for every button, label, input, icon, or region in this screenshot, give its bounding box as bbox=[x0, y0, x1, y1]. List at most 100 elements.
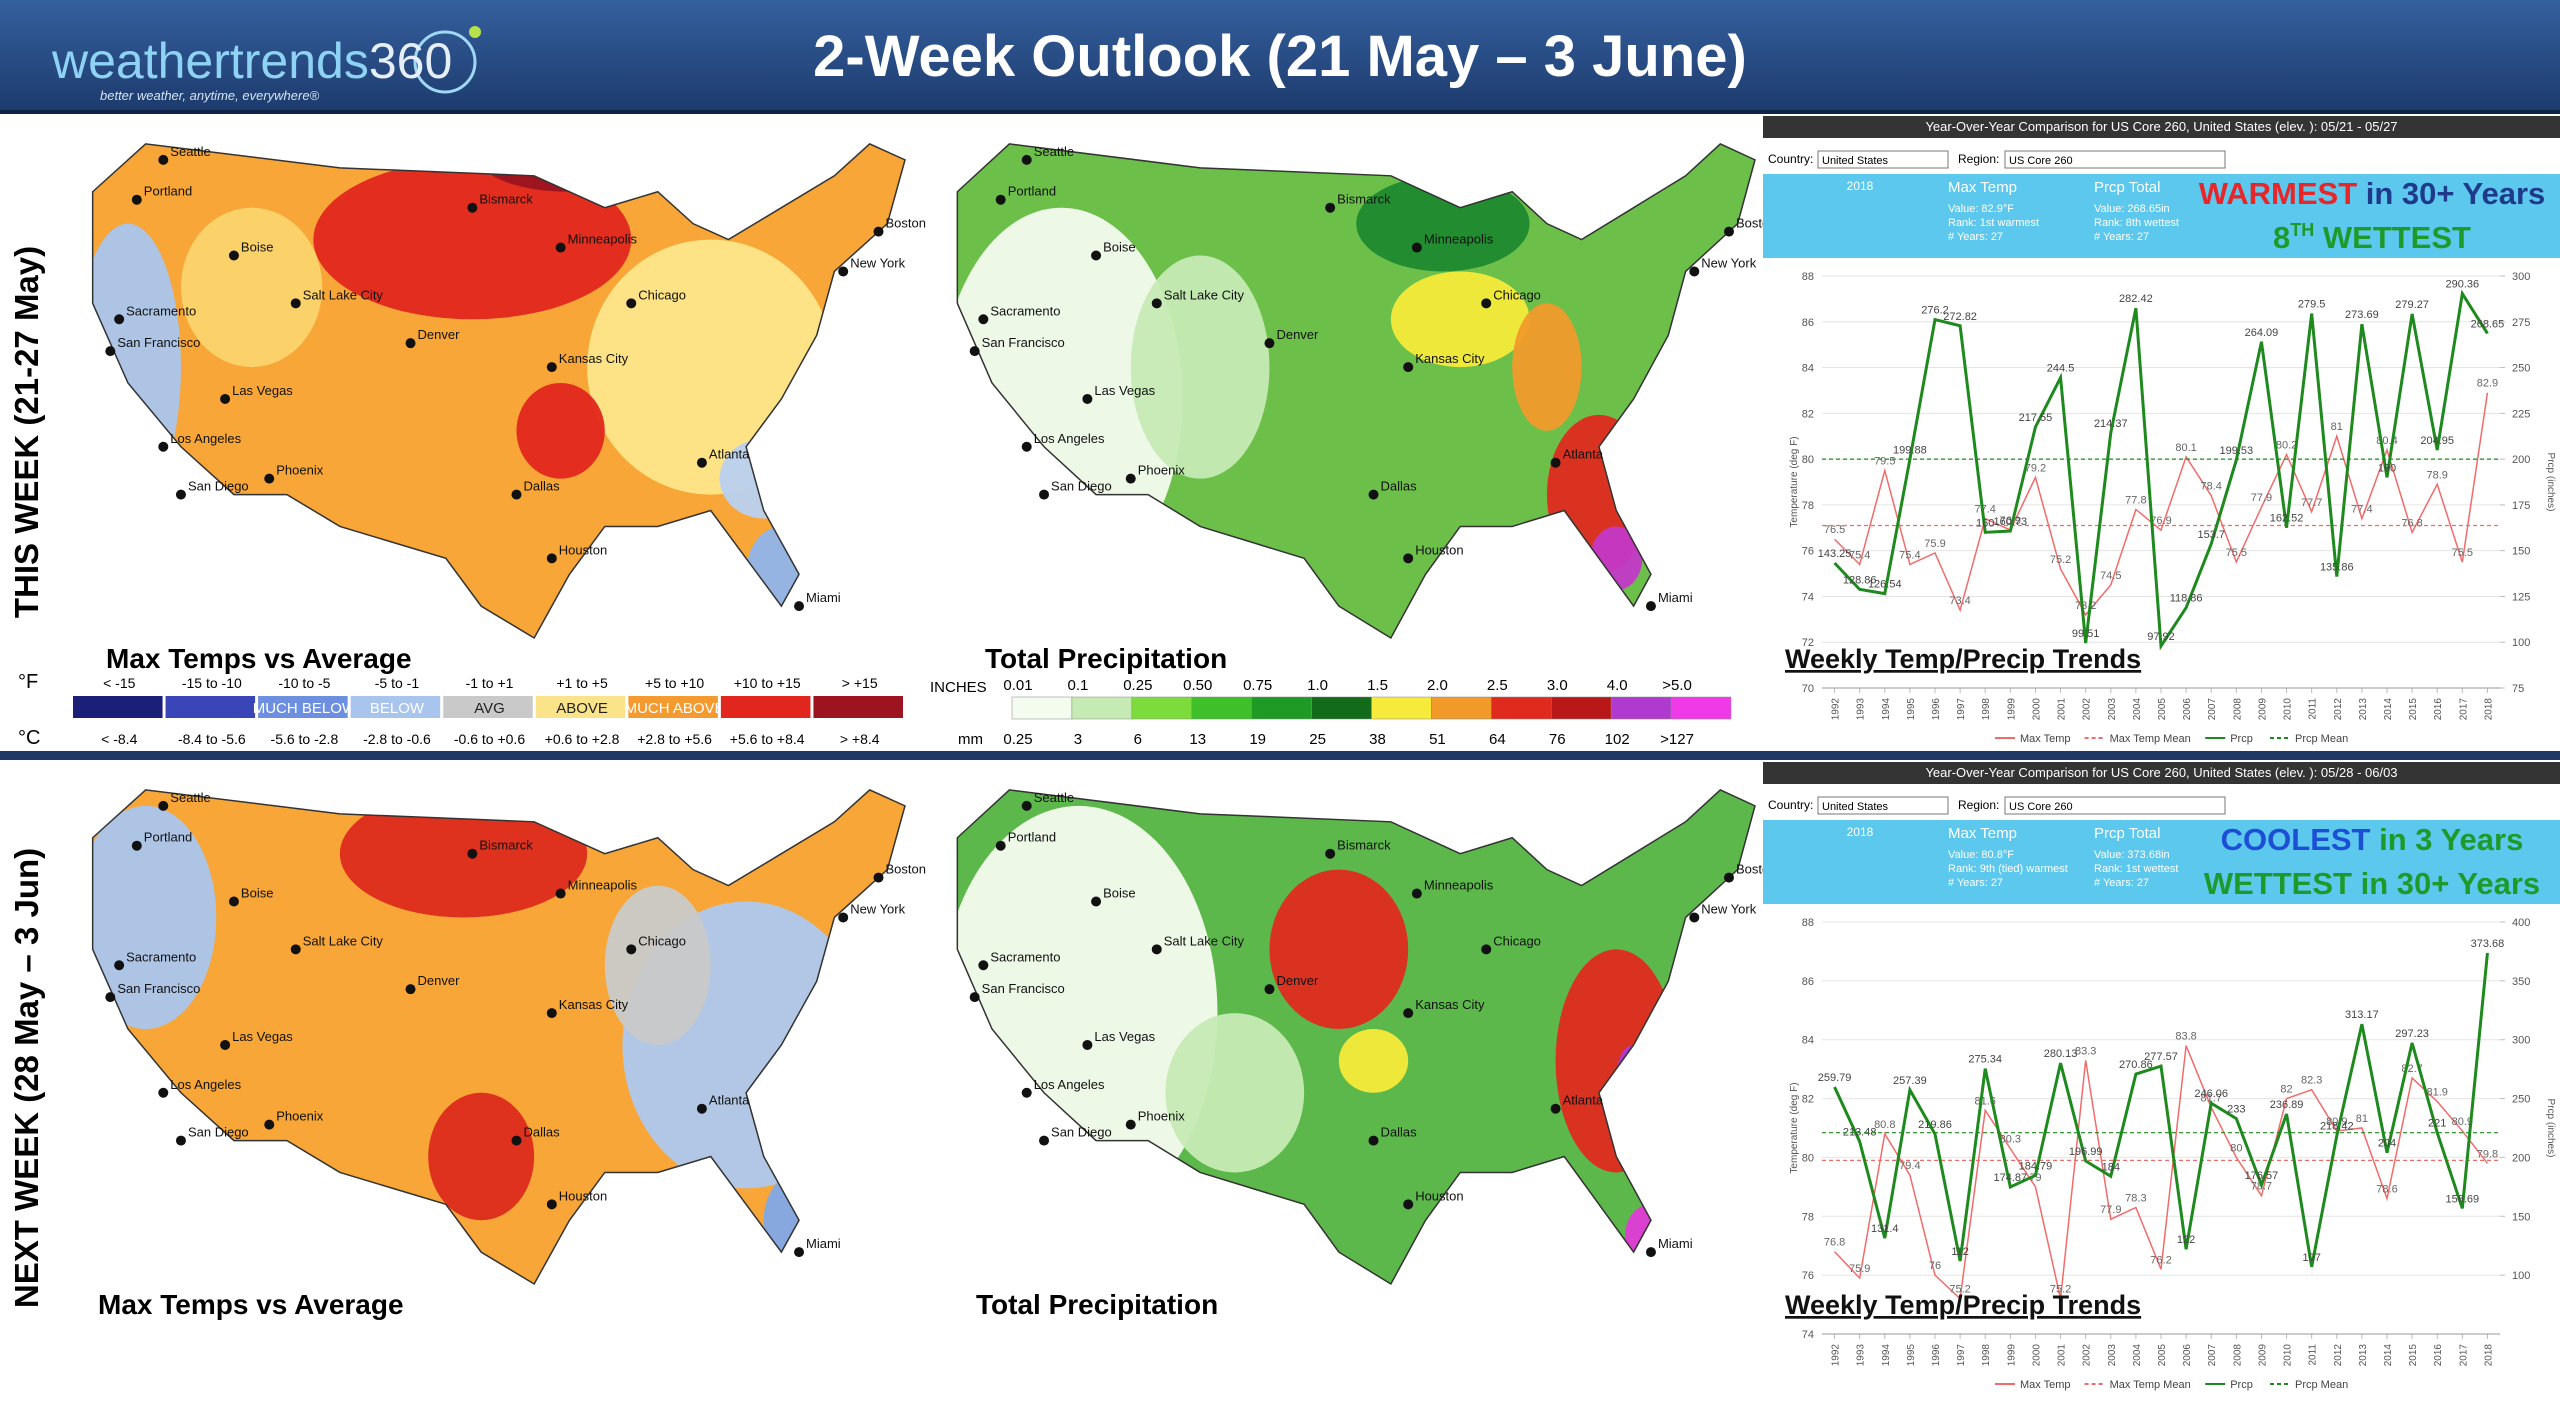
x-tick-label: 2002 bbox=[2082, 1344, 2093, 1367]
legend-c-label: +0.6 to +2.8 bbox=[545, 731, 620, 747]
country-label: Country: bbox=[1768, 152, 1813, 166]
city-label: Seattle bbox=[170, 144, 210, 159]
trend-caption: Weekly Temp/Precip Trends bbox=[1785, 644, 2141, 674]
city-dot bbox=[220, 393, 231, 404]
x-tick-label: 2018 bbox=[2483, 1344, 2494, 1367]
x-tick-label: 2009 bbox=[2257, 1344, 2268, 1367]
data-label: 79.8 bbox=[2477, 1148, 2498, 1160]
x-tick-label: 2008 bbox=[2232, 1344, 2243, 1367]
city-dot bbox=[1481, 298, 1492, 309]
data-label: 128.86 bbox=[1843, 574, 1877, 586]
data-label: 76.8 bbox=[1824, 1237, 1845, 1249]
summary-line: Value: 82.9°F bbox=[1948, 203, 2014, 215]
map-region bbox=[1269, 869, 1409, 1029]
y2-tick-label: 150 bbox=[2512, 1211, 2530, 1223]
city-dot bbox=[555, 888, 566, 899]
region-select bbox=[2004, 796, 2226, 815]
trend-header-bar bbox=[1763, 762, 2560, 784]
x-tick-label: 2017 bbox=[2458, 1344, 2469, 1367]
city-label: San Francisco bbox=[117, 981, 200, 996]
legend-class-label: AVG bbox=[474, 700, 505, 717]
y-tick-label: 82 bbox=[1802, 1094, 1814, 1106]
y2-tick-label: 400 bbox=[2512, 917, 2530, 929]
city-label: Dallas bbox=[1381, 479, 1418, 494]
data-label: 273.69 bbox=[2345, 309, 2379, 321]
city-label: San Diego bbox=[188, 1125, 249, 1140]
city-label: Portland bbox=[1008, 184, 1056, 199]
city-label: Salt Lake City bbox=[303, 287, 384, 302]
legend-in-label: 1.5 bbox=[1367, 677, 1388, 694]
data-label: 80.1 bbox=[2175, 442, 2196, 454]
city-dot bbox=[1091, 250, 1102, 261]
trend-header: Year-Over-Year Comparison for US Core 26… bbox=[1925, 765, 2397, 780]
legend-mm-label: 64 bbox=[1489, 731, 1506, 748]
x-tick-label: 2016 bbox=[2433, 698, 2444, 721]
city-label: Bismarck bbox=[1337, 838, 1391, 853]
x-tick-label: 1992 bbox=[1831, 698, 1842, 721]
legend-swatch bbox=[1610, 696, 1672, 720]
legend-class-label: MUCH BELOW bbox=[253, 700, 357, 717]
data-label: 160 bbox=[1976, 517, 1994, 529]
city-dot bbox=[1264, 984, 1275, 995]
city-label: Kansas City bbox=[559, 997, 629, 1012]
data-label: 79.5 bbox=[1874, 456, 1895, 468]
data-label: 99.51 bbox=[2072, 628, 2100, 640]
city-label: Salt Lake City bbox=[1164, 287, 1245, 302]
city-label: Los Angeles bbox=[170, 1077, 241, 1092]
city-label: Miami bbox=[806, 1236, 841, 1251]
data-label: 270.86 bbox=[2119, 1059, 2153, 1071]
city-dot bbox=[546, 1008, 557, 1019]
city-label: Atlanta bbox=[709, 447, 750, 462]
city-label: Sacramento bbox=[990, 949, 1060, 964]
city-dot bbox=[838, 912, 849, 923]
data-label: 77.8 bbox=[2125, 494, 2146, 506]
city-dot bbox=[220, 1039, 231, 1050]
country-value: United States bbox=[1822, 155, 1889, 167]
city-label: Phoenix bbox=[1138, 1109, 1185, 1124]
city-dot bbox=[1021, 1087, 1032, 1098]
y2-tick-label: 150 bbox=[2512, 546, 2530, 558]
city-label: Seattle bbox=[1034, 790, 1074, 805]
legend-in-label: >5.0 bbox=[1662, 677, 1692, 694]
legend-swatch bbox=[628, 696, 718, 718]
legend-in-label: 3.0 bbox=[1547, 677, 1568, 694]
city-label: Minneapolis bbox=[1424, 232, 1494, 247]
city-dot bbox=[1645, 1247, 1656, 1258]
data-label: 80.3 bbox=[2000, 1134, 2021, 1146]
city-label: Kansas City bbox=[1415, 997, 1485, 1012]
x-tick-label: 2017 bbox=[2458, 698, 2469, 721]
data-label: 135.86 bbox=[2320, 562, 2354, 574]
y2-tick-label: 175 bbox=[2512, 500, 2530, 512]
x-tick-label: 1994 bbox=[1881, 698, 1892, 721]
x-tick-label: 1998 bbox=[1981, 698, 1992, 721]
legend-label: Prcp bbox=[2230, 1379, 2253, 1391]
x-tick-label: 2006 bbox=[2182, 698, 2193, 721]
data-label: 184 bbox=[2102, 1161, 2120, 1173]
data-label: 77.9 bbox=[2100, 1204, 2121, 1216]
summary-line: Rank: 9th (tied) warmest bbox=[1948, 863, 2068, 875]
city-label: Bismarck bbox=[479, 192, 533, 207]
y2-tick-label: 225 bbox=[2512, 408, 2530, 420]
legend-unit-c: °C bbox=[18, 727, 40, 749]
series-line bbox=[1834, 1045, 2489, 1301]
data-label: 83.8 bbox=[2175, 1031, 2196, 1043]
city-dot bbox=[555, 242, 566, 253]
map-outline bbox=[956, 789, 1756, 1286]
map-region bbox=[1338, 1029, 1409, 1093]
logo-word: weathertrends bbox=[51, 33, 369, 89]
data-label: 75.4 bbox=[1849, 549, 1870, 561]
city-label: Portland bbox=[144, 830, 192, 845]
city-dot bbox=[511, 489, 522, 500]
city-label: Chicago bbox=[1493, 287, 1541, 302]
data-label: 184.79 bbox=[2019, 1160, 2053, 1172]
x-tick-label: 2000 bbox=[2031, 698, 2042, 721]
y-tick-label: 80 bbox=[1802, 1152, 1814, 1164]
summary-line: Rank: 1st wettest bbox=[2094, 863, 2178, 875]
city-dot bbox=[873, 872, 884, 883]
data-label: 81 bbox=[2331, 421, 2343, 433]
data-label: 214.37 bbox=[2094, 418, 2128, 430]
city-label: Chicago bbox=[1493, 933, 1541, 948]
city-label: Sacramento bbox=[990, 303, 1060, 318]
legend-swatch bbox=[1011, 696, 1073, 720]
